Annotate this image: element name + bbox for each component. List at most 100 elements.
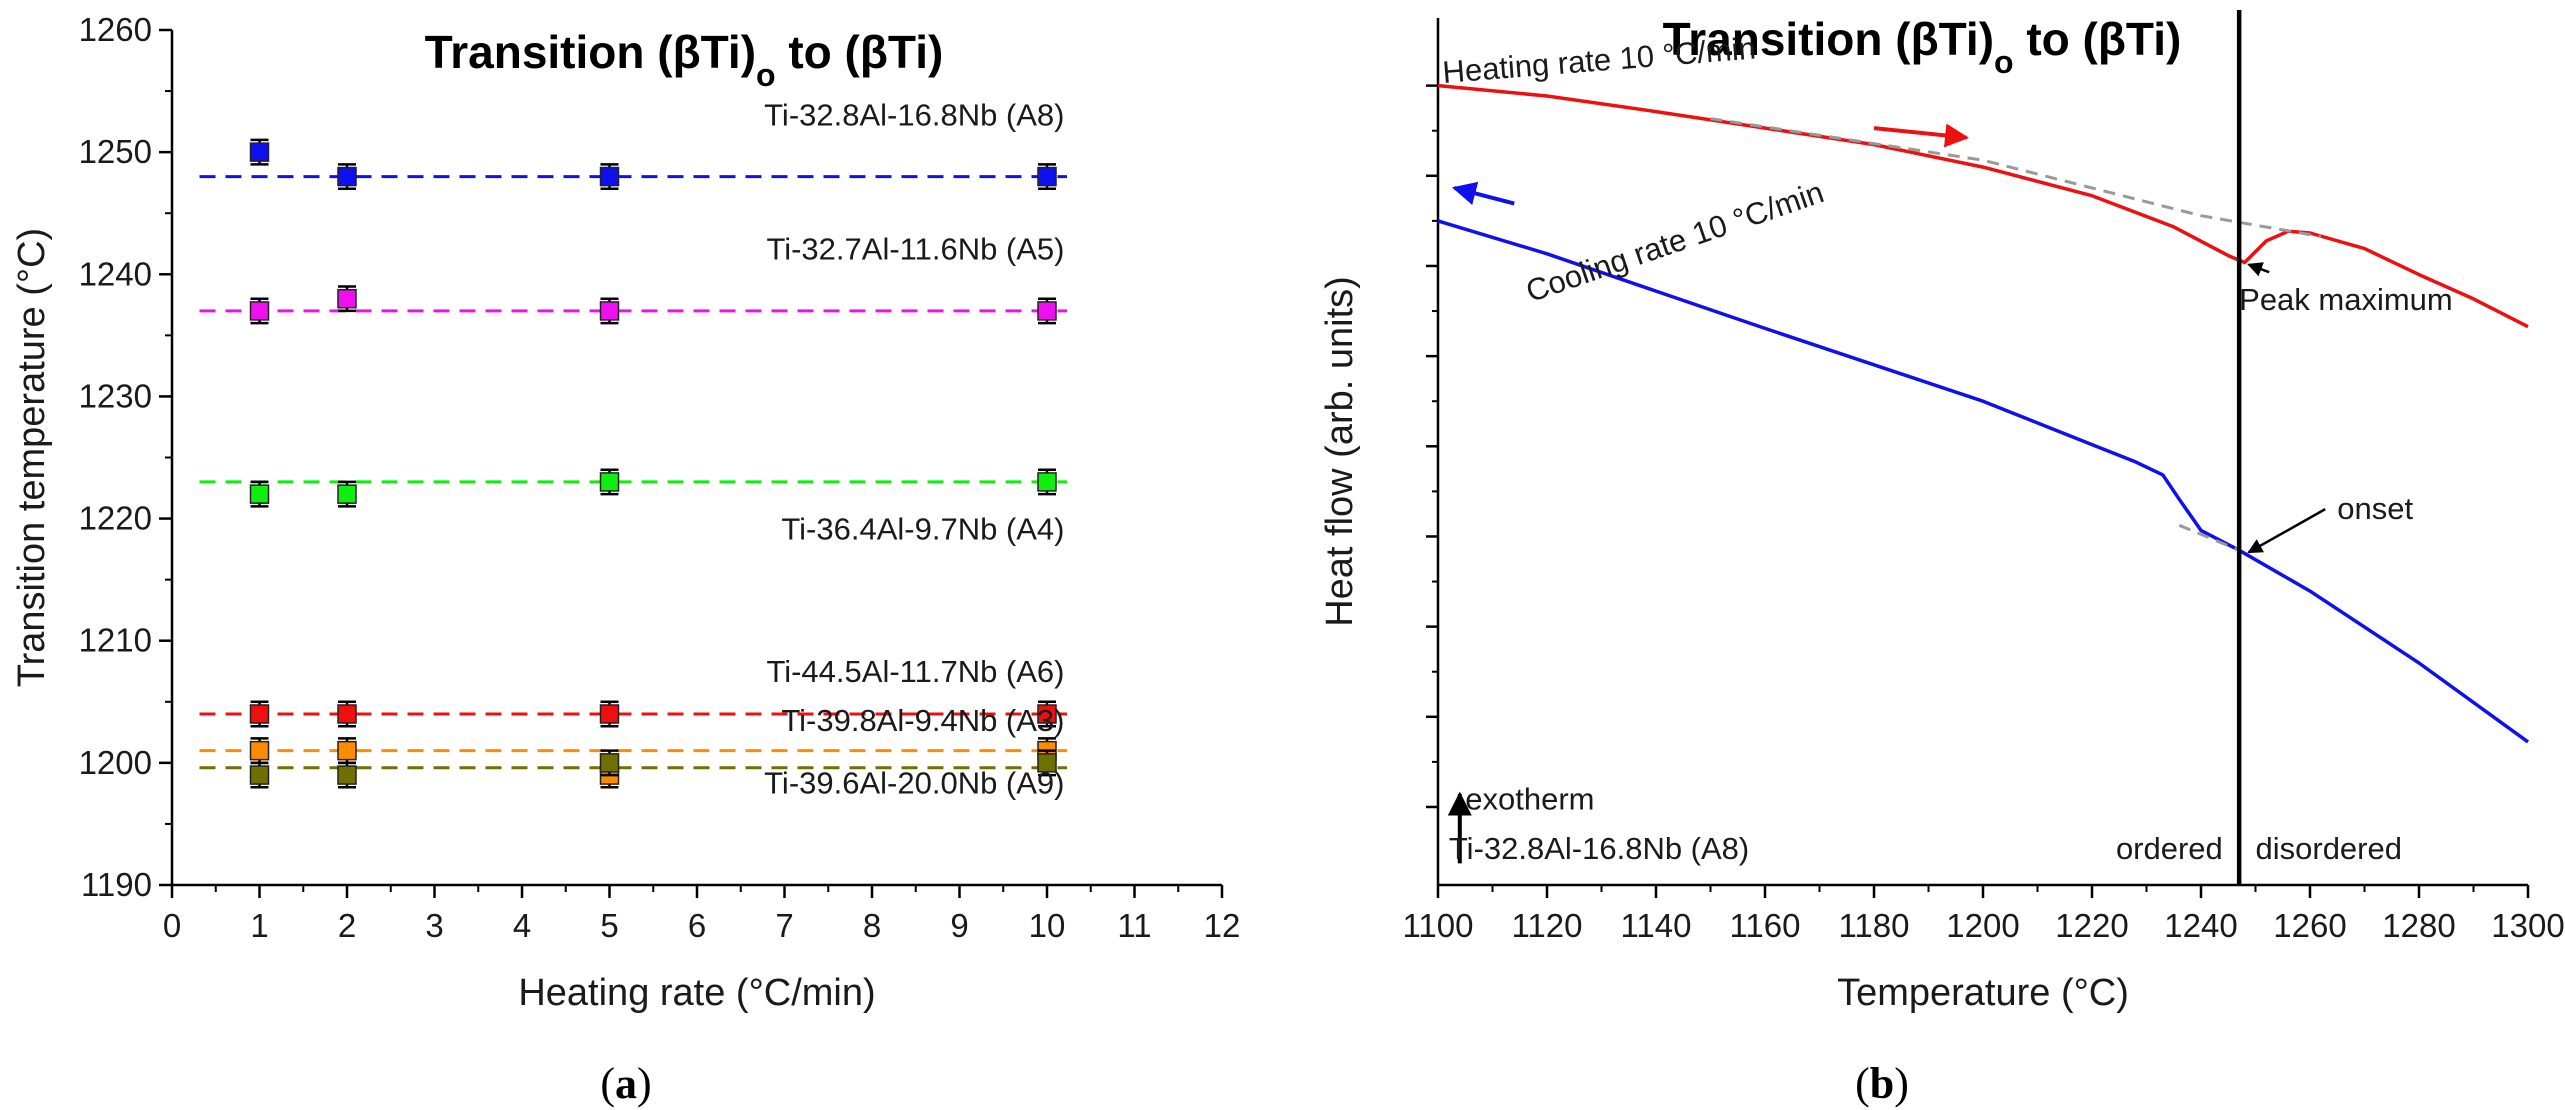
chart-title-part: to (βTi) (776, 26, 944, 78)
chart-title: Transition (βTi)o to (βTi) (1663, 13, 2182, 80)
series-curve-cooling (1437, 219, 2530, 744)
data-point (337, 166, 357, 187)
construction-line (2178, 523, 2240, 552)
series-label: Ti-32.8Al-16.8Nb (A8) (764, 97, 1064, 132)
x-tick-label: 1220 (2055, 907, 2128, 944)
panel-letter: a (615, 1059, 637, 1108)
y-tick-label: 1220 (79, 500, 152, 537)
panel-letter: b (1870, 1059, 1894, 1108)
x-tick-label: 1140 (1621, 907, 1692, 944)
x-tick-label: 1260 (2273, 907, 2346, 944)
data-point (1037, 166, 1057, 187)
series-label: Ti-39.8Al-9.4Nb (A3) (781, 703, 1064, 738)
x-tick-label: 3 (425, 907, 443, 944)
annotation-region: disordered (2256, 831, 2402, 866)
callout-arrow (2247, 262, 2270, 277)
y-axis-label: Heat flow (arb. units) (1319, 276, 1361, 627)
y-tick-label: 1190 (81, 866, 152, 903)
data-point (249, 484, 270, 504)
y-tick-label: 1240 (79, 255, 152, 292)
data-point (1037, 301, 1057, 321)
chart-title-part: Transition (βTi) (1663, 13, 1994, 65)
annotation-series_label: Cooling rate 10 °C/min (1522, 174, 1829, 309)
annotation-note: Ti-32.8Al-16.8Nb (A8) (1449, 831, 1749, 866)
callout-arrow (2247, 508, 2326, 554)
x-tick-label: 7 (775, 907, 793, 944)
data-point (337, 704, 357, 724)
x-tick-label: 2 (338, 907, 356, 944)
x-tick-label: 1180 (1839, 907, 1910, 944)
series-2: Ti-32.7Al-11.6Nb (A5) (199, 232, 1067, 325)
construction-line (1710, 117, 2322, 238)
annotation-series_label: Heating rate 10 °C/min (1441, 30, 1757, 90)
data-point (249, 704, 270, 724)
chart-title-subscript: o (756, 57, 776, 93)
data-point (599, 753, 620, 773)
x-tick-label: 1 (250, 907, 268, 944)
y-tick-label: 1260 (79, 11, 152, 48)
data-point (249, 740, 270, 761)
series-4: Ti-44.5Al-11.7Nb (A6) (199, 654, 1067, 728)
data-point (337, 740, 357, 761)
x-tick-label: 10 (1029, 907, 1066, 944)
x-tick-label: 1160 (1730, 907, 1801, 944)
data-point (1037, 753, 1057, 773)
panel-a: 0 1 2 3 4 5 6 7 8 9 10 11 12119012001210122012301240… (11, 11, 1240, 1108)
series-label: Ti-44.5Al-11.7Nb (A6) (766, 654, 1064, 689)
x-axis-label: Temperature (°C) (1837, 972, 2129, 1014)
x-tick-label: 1300 (2491, 907, 2564, 944)
arrow-cooling (1452, 181, 1515, 206)
x-tick-label: 12 (1204, 907, 1241, 944)
data-point (599, 166, 620, 187)
panel-label-b: (b) (1855, 1059, 1909, 1108)
data-point (599, 301, 620, 321)
series-6: Ti-39.6Al-20.0Nb (A9) (199, 749, 1067, 800)
series-3: Ti-36.4Al-9.7Nb (A4) (199, 468, 1067, 546)
x-tick-label: 8 (863, 907, 881, 944)
series-label: Ti-32.7Al-11.6Nb (A5) (766, 232, 1064, 267)
data-point (599, 472, 620, 492)
chart-title-subscript: o (1994, 44, 2014, 80)
data-point (249, 765, 270, 785)
data-point (1037, 472, 1057, 492)
y-tick-label: 1200 (79, 744, 152, 781)
series-1: Ti-32.8Al-16.8Nb (A8) (199, 97, 1067, 191)
x-tick-label: 1100 (1403, 907, 1474, 944)
series-label: Ti-36.4Al-9.7Nb (A4) (781, 511, 1064, 546)
data-point (599, 704, 620, 724)
data-point (337, 484, 357, 504)
annotation-callout: Peak maximum (2239, 282, 2453, 317)
data-point (249, 142, 270, 162)
y-tick-label: 1210 (79, 622, 152, 659)
x-tick-label: 9 (950, 907, 968, 944)
panel-b: 1100 1120 1140 1160 1180 1200 1220 1240 1260 1280… (1319, 10, 2565, 1108)
x-tick-label: 0 (163, 907, 181, 944)
series-curve-heating (1437, 83, 2529, 329)
x-tick-label: 1240 (2164, 907, 2237, 944)
y-axis-label: Transition temperature (°C) (11, 228, 53, 687)
chart-title-part: to (βTi) (2014, 13, 2182, 65)
series-label: Ti-39.6Al-20.0Nb (A9) (764, 765, 1064, 800)
data-point (337, 765, 357, 785)
data-point (337, 288, 357, 309)
data-point (1037, 704, 1057, 724)
x-tick-label: 4 (513, 907, 531, 944)
y-tick-label: 1250 (79, 133, 152, 170)
x-tick-label: 1200 (1946, 907, 2019, 944)
x-tick-label: 1280 (2382, 907, 2455, 944)
x-tick-label: 11 (1117, 907, 1151, 944)
arrow-heating (1873, 123, 1970, 148)
chart-title-part: Transition (βTi) (425, 26, 756, 78)
chart-title: Transition (βTi)o to (βTi) (425, 26, 944, 93)
x-tick-label: 5 (600, 907, 618, 944)
x-axis-label: Heating rate (°C/min) (518, 972, 875, 1014)
panel-label-a: (a) (600, 1059, 651, 1108)
x-tick-label: 1120 (1512, 907, 1583, 944)
data-point (249, 301, 270, 321)
annotation-note: exotherm (1465, 782, 1594, 817)
y-tick-label: 1230 (79, 377, 152, 414)
x-tick-label: 6 (688, 907, 706, 944)
annotation-region: ordered (2116, 831, 2223, 866)
annotation-callout: onset (2337, 491, 2413, 526)
